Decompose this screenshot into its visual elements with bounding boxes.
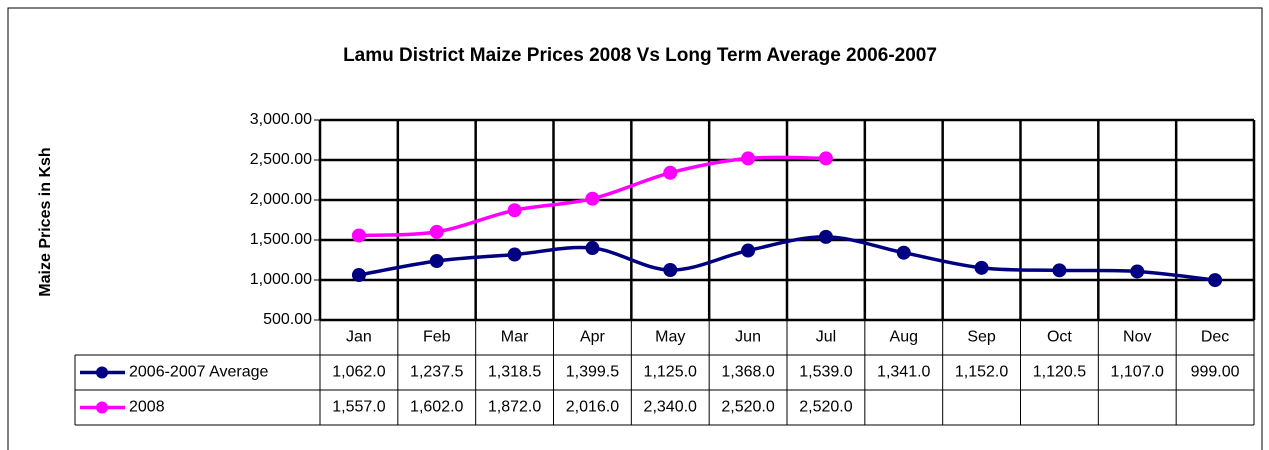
legend-label: 2008 [129, 399, 165, 416]
table-value: 2,520.0 [799, 399, 852, 416]
series-marker [507, 247, 522, 262]
series-marker [663, 263, 678, 277]
table-value: 1,368.0 [721, 364, 774, 381]
x-tick-label: Mar [501, 329, 529, 346]
table-value: 1,872.0 [488, 399, 541, 416]
x-tick-label: Aug [890, 329, 918, 346]
x-tick-label: Feb [423, 329, 451, 346]
table-value: 1,125.0 [644, 364, 697, 381]
table-value: 2,340.0 [644, 399, 697, 416]
x-tick-label: Jan [346, 329, 372, 346]
legend-label: 2006-2007 Average [129, 364, 268, 381]
table-value: 1,557.0 [332, 399, 385, 416]
series-marker [1052, 263, 1067, 278]
x-tick-label: Sep [967, 329, 996, 346]
series-marker [896, 245, 911, 260]
table-value: 1,152.0 [955, 364, 1008, 381]
y-tick-label: 500.00 [263, 311, 312, 328]
y-tick-label: 2,500.00 [250, 151, 312, 168]
series-marker [507, 203, 522, 218]
y-tick-label: 3,000.00 [250, 111, 312, 128]
table-value: 1,318.5 [488, 364, 541, 381]
x-tick-label: Nov [1123, 329, 1151, 346]
y-tick-label: 1,000.00 [250, 271, 312, 288]
y-tick-label: 1,500.00 [250, 231, 312, 248]
series-marker [741, 243, 756, 258]
series-marker [818, 229, 833, 244]
x-tick-label: Jun [735, 329, 761, 346]
series-marker [351, 228, 366, 243]
table-value: 1,062.0 [332, 364, 385, 381]
x-tick-label: Apr [580, 329, 606, 346]
table-value: 2,016.0 [566, 399, 619, 416]
table-value: 1,539.0 [799, 364, 852, 381]
legend-marker [96, 366, 108, 379]
table-value: 1,107.0 [1111, 364, 1164, 381]
series-marker [429, 224, 444, 239]
y-axis-label: Maize Prices in Ksh [37, 147, 54, 296]
series-marker [974, 260, 989, 275]
table-value: 1,341.0 [877, 364, 930, 381]
x-tick-label: Dec [1201, 329, 1229, 346]
table-value: 1,120.5 [1033, 364, 1086, 381]
series-marker [351, 268, 366, 283]
chart-border [7, 7, 1263, 450]
table-value: 1,602.0 [410, 399, 463, 416]
series-marker [1130, 264, 1145, 279]
x-tick-label: Jul [816, 329, 836, 346]
series-marker [818, 151, 833, 166]
table-value: 1,399.5 [566, 364, 619, 381]
series-marker [429, 254, 444, 268]
table-value: 2,520.0 [721, 399, 774, 416]
x-tick-label: May [655, 329, 685, 346]
series-marker [1208, 273, 1223, 288]
table-value: 1,237.5 [410, 364, 463, 381]
legend-marker [96, 401, 108, 414]
series-marker [585, 241, 600, 256]
chart-title: Lamu District Maize Prices 2008 Vs Long … [343, 45, 937, 66]
y-tick-label: 2,000.00 [250, 191, 312, 208]
series-marker [585, 191, 600, 206]
x-tick-label: Oct [1047, 329, 1072, 346]
series-marker [741, 151, 756, 166]
series-marker [663, 165, 678, 180]
table-value: 999.00 [1191, 364, 1240, 381]
